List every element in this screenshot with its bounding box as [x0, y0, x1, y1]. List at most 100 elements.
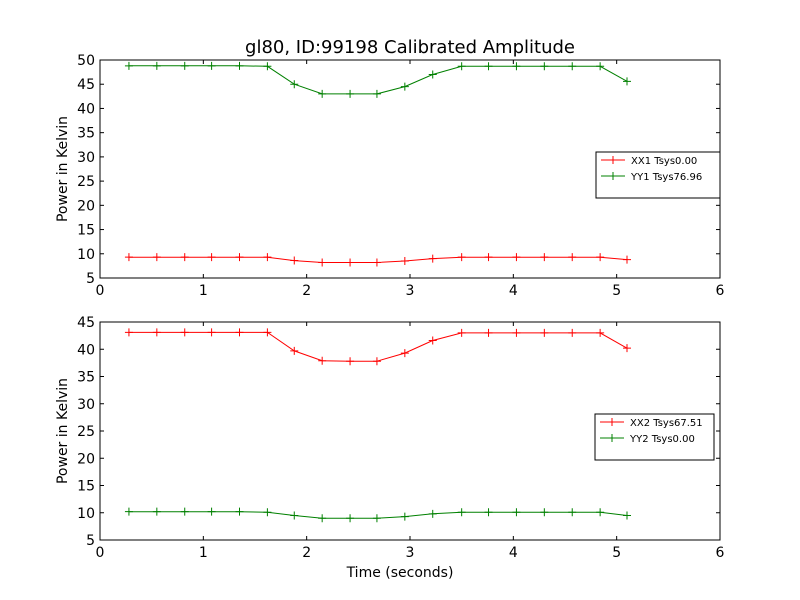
bottom-x-tick-label: 1: [199, 545, 208, 561]
bottom-legend: XX2 Tsys67.51 YY2 Tsys0.00: [594, 413, 715, 461]
bottom-series-2-point: [457, 508, 466, 517]
top-series-2-point: [623, 77, 631, 86]
top-y-tick-label: 30: [77, 150, 95, 166]
top-series-1-point: [623, 255, 631, 264]
bottom-series-1-point: [400, 349, 409, 358]
top-series-1-point: [124, 253, 133, 262]
top-series-1-point: [263, 253, 272, 262]
bottom-series-1-point: [290, 346, 299, 355]
bottom-series-2-point: [568, 508, 577, 517]
top-y-tick-label: 5: [86, 271, 95, 287]
top-legend-marker-1: [609, 156, 617, 164]
top-series-2-point: [346, 89, 355, 98]
bottom-x-tick-label: 5: [612, 545, 621, 561]
bottom-series-1-point: [180, 328, 189, 337]
bottom-series-2-point: [346, 514, 355, 523]
top-series-1-point: [180, 253, 189, 262]
top-series-2-point: [290, 80, 299, 89]
top-series-1-point: [207, 253, 216, 262]
top-series-1-point: [372, 258, 381, 267]
bottom-y-tick-label: 5: [86, 533, 95, 549]
bottom-y-tick-label: 30: [77, 397, 95, 413]
bottom-series-1-point: [124, 328, 133, 337]
top-y-tick-label: 40: [77, 101, 95, 117]
top-series-2-point: [540, 62, 549, 71]
bottom-x-tick-label: 6: [716, 545, 725, 561]
top-y-axis-label: Power in Kelvin: [55, 116, 71, 222]
bottom-series-1-point: [152, 328, 161, 337]
bottom-y-tick-label: 40: [77, 342, 95, 358]
top-series-1-point: [152, 253, 161, 262]
top-series-1-point: [540, 253, 549, 262]
bottom-y-tick-label: 15: [77, 479, 95, 495]
top-x-tick-label: 3: [406, 283, 415, 299]
bottom-series-2-point: [290, 511, 299, 520]
bottom-series-2-point: [235, 507, 244, 516]
bottom-series-2-point: [263, 508, 272, 517]
top-series-1-point: [428, 254, 437, 263]
bottom-series-2-point: [540, 508, 549, 517]
bottom-series-1-point: [207, 328, 216, 337]
bottom-x-tick-label: 3: [406, 545, 415, 561]
bottom-y-tick-label: 45: [77, 315, 95, 331]
top-legend-label-1: XX1 Tsys0.00: [631, 156, 697, 167]
top-y-tick-label: 10: [77, 247, 95, 263]
bottom-series-1-point: [372, 357, 381, 366]
top-x-tick-label: 4: [509, 283, 518, 299]
top-series-2-point: [207, 61, 216, 70]
top-series-2-point: [457, 62, 466, 71]
bottom-legend-label-2: YY2 Tsys0.00: [629, 434, 695, 445]
top-series-1-point: [596, 253, 605, 262]
top-series-1-point: [484, 253, 493, 262]
bottom-series-1-point: [484, 328, 493, 337]
top-x-tick-label: 2: [302, 283, 311, 299]
top-series-1-point: [235, 253, 244, 262]
bottom-series-1-point: [318, 356, 327, 365]
bottom-series-1-point: [235, 328, 244, 337]
bottom-series-2-point: [484, 508, 493, 517]
top-series-2-point: [263, 62, 272, 71]
bottom-legend-marker-2: [608, 434, 616, 442]
bottom-series-2-point: [512, 508, 521, 517]
bottom-series-1-point: [457, 328, 466, 337]
top-series-1-point: [400, 257, 409, 266]
top-legend-marker-2: [609, 172, 617, 180]
top-y-tick-label: 15: [77, 223, 95, 239]
bottom-series-2-point: [180, 507, 189, 516]
top-x-tick-label: 5: [612, 283, 621, 299]
top-series-1-point: [290, 256, 299, 265]
bottom-series-2-point: [428, 509, 437, 518]
bottom-series-1-point: [623, 344, 631, 353]
top-series-1-point: [568, 253, 577, 262]
top-x-tick-label: 6: [716, 283, 725, 299]
bottom-x-tick-label: 4: [509, 545, 518, 561]
top-legend: XX1 Tsys0.00 YY1 Tsys76.96: [595, 151, 721, 199]
top-series-1-point: [457, 253, 466, 262]
bottom-series-1-point: [428, 336, 437, 345]
bottom-series-2-point: [318, 514, 327, 523]
top-series-2-point: [428, 70, 437, 79]
top-series-2-point: [124, 61, 133, 70]
top-legend-label-2: YY1 Tsys76.96: [630, 172, 702, 183]
bottom-series-1-point: [596, 328, 605, 337]
bottom-series-2-point: [152, 507, 161, 516]
top-x-tick-label: 0: [96, 283, 105, 299]
bottom-series-2-point: [596, 508, 605, 517]
top-series-2-point: [568, 62, 577, 71]
top-y-tick-label: 25: [77, 174, 95, 190]
bottom-x-axis-label: Time (seconds): [346, 565, 454, 581]
bottom-y-tick-label: 20: [77, 451, 95, 467]
top-y-tick-label: 45: [77, 77, 95, 93]
top-y-tick-label: 20: [77, 198, 95, 214]
bottom-series-2-point: [207, 507, 216, 516]
top-series-2-point: [318, 89, 327, 98]
bottom-series-1-point: [540, 328, 549, 337]
bottom-y-tick-label: 10: [77, 506, 95, 522]
top-series-2-point: [180, 61, 189, 70]
bottom-x-tick-label: 2: [302, 545, 311, 561]
top-series-1-point: [318, 258, 327, 267]
top-series-2-point: [484, 62, 493, 71]
